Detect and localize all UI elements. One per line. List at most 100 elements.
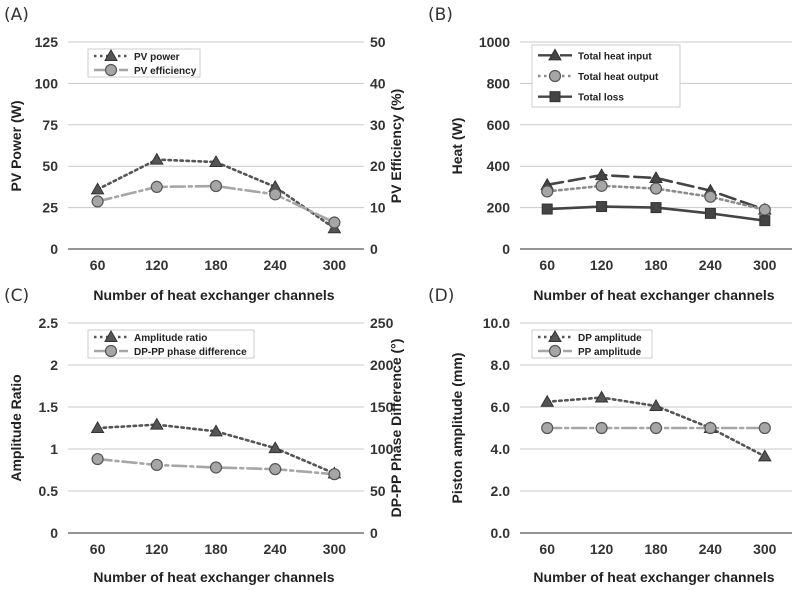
data-point <box>209 424 223 437</box>
data-point <box>268 441 283 454</box>
series-pv-power <box>90 152 342 234</box>
legend-label: Amplitude ratio <box>134 333 207 344</box>
x-tick-label: 120 <box>145 541 169 557</box>
y-tick-label: 0.5 <box>39 483 59 499</box>
y2-tick-label: 50 <box>370 483 386 499</box>
panel-label: (A) <box>4 5 29 25</box>
data-point <box>596 201 608 213</box>
chart-panel-d: (D) 0.0 2.0 4.0 6.0 8.0 10.0 60 120 180 240 300 Numb… <box>428 286 792 585</box>
data-point <box>594 390 609 403</box>
y-tick-label: 400 <box>487 158 511 174</box>
legend: Total heat input Total heat output Total l… <box>531 44 681 108</box>
y2-tick-label: 20 <box>370 158 386 174</box>
legend-marker <box>104 48 118 61</box>
y2-tick-label: 0 <box>370 525 378 541</box>
legend-label: Total heat output <box>578 72 659 83</box>
y-tick-label: 4.0 <box>491 441 511 457</box>
y-tick-label: 2 <box>50 357 58 373</box>
y2-tick-label: 50 <box>370 34 386 50</box>
series-pp-amplitude <box>541 421 771 435</box>
y-tick-label: 600 <box>487 117 511 133</box>
y-tick-label: 8.0 <box>491 357 511 373</box>
legend-marker <box>548 344 562 358</box>
data-point <box>595 421 608 435</box>
data-point <box>149 417 164 430</box>
x-tick-label: 120 <box>590 541 614 557</box>
legend-label: PP amplitude <box>578 347 642 358</box>
x-tick-label: 300 <box>323 257 347 273</box>
data-point <box>649 182 663 195</box>
y-axis-title: Amplitude Ratio <box>8 374 24 481</box>
y-tick-label: 0 <box>50 241 58 257</box>
data-point <box>758 203 771 216</box>
x-tick-label: 60 <box>539 541 555 557</box>
panel-label: (B) <box>428 5 453 25</box>
x-tick-label: 240 <box>264 541 288 557</box>
data-point <box>91 195 104 208</box>
y-tick-label: 75 <box>42 117 58 133</box>
y-tick-label: 0 <box>50 525 58 541</box>
y-tick-label: 125 <box>35 34 59 50</box>
y-tick-label: 100 <box>35 75 59 91</box>
chart-panel-c: (C) 0 0.5 1 1.5 2 2.5 0 50 100 150 200 250 60 120 180 24… <box>4 286 404 585</box>
series-dp-pp-phase-difference <box>91 452 341 481</box>
y-tick-label: 50 <box>42 158 58 174</box>
x-axis-title: Number of heat exchanger channels <box>533 569 774 585</box>
data-point <box>541 421 554 435</box>
data-point <box>540 394 555 407</box>
data-point <box>704 207 716 219</box>
y-tick-label: 1 <box>50 441 58 457</box>
legend: PV power PV efficiency <box>87 48 201 78</box>
y-tick-label: 25 <box>42 200 58 216</box>
x-axis-title: Number of heat exchanger channels <box>533 287 774 303</box>
data-point <box>758 421 771 435</box>
data-point <box>209 461 223 474</box>
x-tick-label: 180 <box>204 541 228 557</box>
legend-label: DP amplitude <box>578 333 642 344</box>
y-axis-title: Piston amplitude (mm) <box>449 353 465 504</box>
data-point <box>704 421 717 435</box>
y2-tick-label: 0 <box>370 241 378 257</box>
data-point <box>649 398 663 411</box>
data-point <box>649 170 663 183</box>
y2-tick-label: 100 <box>370 441 394 457</box>
legend-marker <box>548 69 562 83</box>
x-tick-label: 120 <box>145 257 169 273</box>
legend-label: DP-PP phase difference <box>134 347 247 358</box>
y-tick-label: 10.0 <box>483 315 510 331</box>
data-point <box>759 215 771 227</box>
y-tick-label: 200 <box>487 200 511 216</box>
data-point <box>328 216 341 229</box>
legend-marker <box>104 329 118 342</box>
y2-axis-title: PV Efficiency (%) <box>388 89 404 203</box>
data-point <box>209 155 223 168</box>
x-tick-label: 180 <box>204 257 228 273</box>
y2-tick-label: 250 <box>370 315 394 331</box>
legend-label: PV efficiency <box>134 66 197 77</box>
y-tick-label: 1000 <box>479 34 510 50</box>
series-pv-efficiency <box>91 179 341 229</box>
data-point <box>150 458 163 472</box>
data-point <box>90 182 105 195</box>
data-point <box>91 452 104 466</box>
legend-label: Total loss <box>578 93 624 104</box>
y-tick-label: 800 <box>487 75 511 91</box>
y2-tick-label: 10 <box>370 200 386 216</box>
x-axis-title: Number of heat exchanger channels <box>93 287 334 303</box>
panel-label: (D) <box>428 286 454 306</box>
data-point <box>269 188 282 201</box>
data-point <box>757 449 772 462</box>
x-tick-label: 240 <box>699 257 723 273</box>
y-tick-label: 2.5 <box>39 315 59 331</box>
data-point <box>150 180 163 193</box>
x-tick-label: 180 <box>644 257 668 273</box>
x-tick-label: 60 <box>539 257 555 273</box>
data-point <box>328 468 341 481</box>
x-tick-label: 300 <box>753 257 777 273</box>
panel-label: (C) <box>4 286 29 306</box>
data-point <box>209 179 223 193</box>
x-tick-label: 60 <box>90 541 106 557</box>
x-tick-label: 120 <box>590 257 614 273</box>
data-point <box>541 203 553 215</box>
x-tick-label: 240 <box>699 541 723 557</box>
